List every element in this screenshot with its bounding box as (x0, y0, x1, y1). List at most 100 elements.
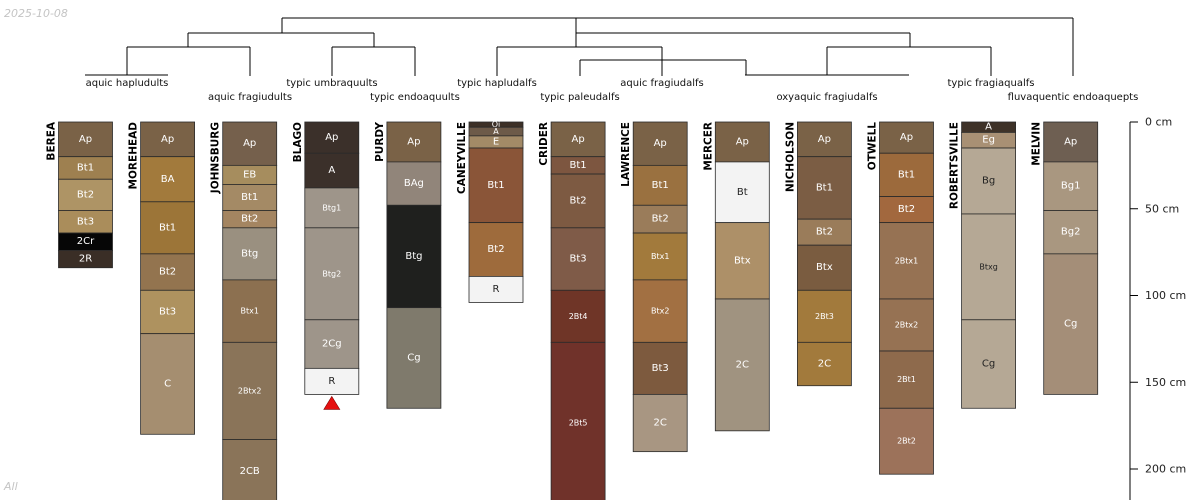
taxon-label: aquic hapludults (86, 78, 169, 89)
tick-label: 0 cm (1145, 116, 1172, 129)
horizon-bt1: Bt1 (797, 156, 852, 220)
profile-name: JOHNSBURG (210, 122, 222, 194)
horizon-label: Eg (982, 135, 995, 146)
horizon-label: BAg (404, 178, 424, 189)
depth-tick-0: 0 cm (1130, 116, 1172, 129)
horizon-fill (632, 279, 688, 343)
tick-label: 50 cm (1145, 202, 1179, 215)
horizon-label: 2Cr (77, 236, 95, 247)
horizon-fill (714, 298, 770, 432)
horizon-fill (550, 341, 606, 500)
horizon-ap: Ap (714, 121, 770, 163)
horizon-btx: Btx (797, 244, 852, 291)
horizon-2btx1: 2Btx1 (879, 222, 934, 300)
horizon-2cr: 2Cr (58, 232, 113, 251)
horizon-label: Ap (654, 138, 667, 149)
horizon-bt1: Bt1 (550, 156, 606, 175)
horizon-label: Bt2 (570, 195, 587, 206)
horizon-ap: Ap (222, 121, 278, 166)
horizon-fill (550, 173, 606, 229)
horizon-2btx2: 2Btx2 (879, 298, 934, 352)
horizon-label: Bt2 (77, 189, 94, 200)
horizon-label: Bt2 (652, 214, 669, 225)
taxon-label: fluvaquentic endoaquepts (1008, 92, 1139, 103)
horizon-label: A (985, 122, 992, 133)
profile-name: CANEYVILLE (456, 122, 468, 194)
horizon-fill (304, 227, 360, 321)
taxon-typic-paleudalfs: typic paleudalfs (540, 92, 619, 103)
horizon-eg: Eg (961, 132, 1016, 149)
horizon-r: R (468, 276, 524, 303)
horizon-label: Ap (900, 132, 913, 143)
horizon-label: 2R (79, 254, 92, 265)
depth-tick-200: 200 cm (1130, 463, 1186, 476)
horizon-fill (879, 350, 934, 409)
horizon-label: Bt1 (898, 169, 915, 180)
horizon-fill (961, 147, 1016, 215)
horizon-fill (797, 341, 852, 387)
horizon-fill (222, 227, 278, 281)
horizon-a: A (304, 152, 360, 189)
horizon-btx: Btx (714, 222, 770, 300)
horizon-bt2: Bt2 (468, 222, 524, 277)
horizon-label: Bt1 (77, 162, 94, 173)
taxon-label: typic hapludalfs (457, 78, 537, 89)
horizon-label: Ap (407, 136, 420, 147)
horizon-bt1: Bt1 (58, 156, 113, 180)
horizon-fill (222, 279, 278, 343)
horizon-label: Bt1 (487, 180, 504, 191)
horizon-2r: 2R (58, 249, 113, 269)
horizon-btx2: Btx2 (632, 279, 688, 343)
profile-robertsville: ROBERTSVILLE A Eg Bg Btxg Cg (949, 121, 1016, 409)
taxon-typic-endoaquults: typic endoaquults (370, 92, 460, 103)
bottom-marker-triangle (323, 395, 341, 410)
horizon-fill (140, 333, 196, 435)
horizon-label: Bt2 (241, 214, 258, 225)
horizon-label: Bt2 (816, 227, 833, 238)
horizon-btg: Btg (386, 204, 442, 309)
horizon-cg: Cg (961, 319, 1016, 409)
horizon-label: Cg (982, 359, 995, 370)
horizon-bt1: Bt1 (140, 201, 196, 255)
taxon-oxyaquic-fragiudalfs: oxyaquic fragiudalfs (745, 74, 909, 103)
horizon-fill (632, 232, 688, 281)
horizon-label: Ap (325, 132, 338, 143)
horizon-label: 2C (818, 359, 831, 370)
horizon-label: 2Bt1 (897, 375, 916, 384)
horizon-fill (879, 196, 934, 224)
horizon-fill (386, 307, 442, 409)
horizon-btg: Btg (222, 227, 278, 281)
horizon-label: BA (161, 174, 175, 185)
horizon-bt1: Bt1 (879, 152, 934, 198)
horizon-label: Bt1 (159, 222, 176, 233)
horizon-bt3: Bt3 (58, 210, 113, 234)
horizon-fill (304, 319, 360, 369)
horizon-fill (222, 184, 278, 211)
horizon-ap: Ap (879, 121, 934, 154)
taxon-label: aquic fragiudalfs (620, 78, 703, 89)
horizon-fill (222, 341, 278, 440)
horizon-2c: 2C (797, 341, 852, 387)
horizon-label: Bt2 (159, 267, 176, 278)
horizon-fill (961, 319, 1016, 409)
profile-otwell: OTWELL Ap Bt1 Bt2 2Btx1 2Btx2 2Bt1 2Bt2 (867, 121, 934, 475)
classification-tree (126, 17, 1074, 76)
horizon-label: Bt (737, 187, 748, 198)
horizon-fill (632, 393, 688, 453)
horizon-2c: 2C (632, 393, 688, 453)
horizon-label: Bt2 (487, 244, 504, 255)
horizon-bt3: Bt3 (632, 341, 688, 395)
date-stamp: 2025-10-08 (4, 7, 68, 20)
horizon-2cb: 2CB (222, 439, 278, 500)
horizon-bg: Bg (961, 147, 1016, 215)
profile-berea: BEREA Ap Bt1 Bt2 Bt3 2Cr 2R (46, 121, 113, 269)
horizon-ap: Ap (632, 121, 688, 166)
profile-morehead: MOREHEAD Ap BA Bt1 Bt2 Bt3 C (128, 121, 196, 435)
profile-nicholson: NICHOLSON Ap Bt1 Bt2 Btx 2Bt3 2C (784, 121, 852, 387)
taxon-typic-fragiaqualfs: typic fragiaqualfs (948, 78, 1035, 89)
horizon-label: Btg1 (322, 203, 341, 212)
horizon-cg: Cg (386, 307, 442, 409)
horizon-ap: Ap (140, 121, 196, 158)
horizon-label: E (493, 136, 499, 147)
